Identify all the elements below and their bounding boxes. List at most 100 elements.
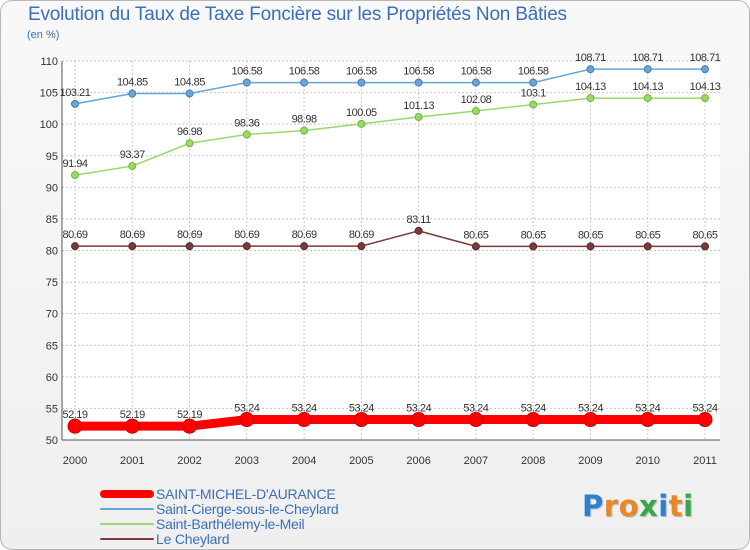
data-label: 108.71 [690, 52, 721, 64]
legend-label: SAINT-MICHEL-D'AURANCE [156, 485, 336, 502]
data-label: 80.69 [349, 229, 374, 241]
legend-label: Le Cheylard [156, 530, 230, 547]
data-point [468, 412, 484, 428]
y-tick-label: 110 [40, 56, 58, 68]
data-label: 80.69 [292, 229, 317, 241]
data-label: 53.24 [521, 403, 546, 415]
x-tick-label: 2006 [406, 455, 430, 467]
x-tick-label: 2008 [521, 455, 545, 467]
data-point [67, 418, 83, 434]
x-tick-label: 2011 [693, 455, 717, 467]
logo-letter: o [618, 489, 640, 523]
legend-label: Saint-Barthélemy-le-Meil [156, 515, 305, 532]
legend-swatch [100, 507, 154, 510]
data-point [643, 242, 652, 251]
x-tick-label: 2000 [63, 455, 87, 467]
data-label: 80.65 [635, 229, 660, 241]
x-tick-label: 2005 [349, 455, 373, 467]
data-point [586, 65, 595, 74]
data-label: 80.69 [177, 229, 202, 241]
series-line-3 [74, 230, 706, 248]
legend-item: SAINT-MICHEL-D'AURANCE [100, 485, 339, 502]
data-label: 106.58 [461, 66, 492, 78]
legend-swatch [100, 537, 154, 540]
data-point [411, 412, 427, 428]
data-label: 106.58 [346, 66, 377, 78]
data-label: 106.58 [403, 66, 434, 78]
data-label: 100.05 [346, 107, 377, 119]
data-label: 80.69 [120, 229, 145, 241]
logo-letter: P [582, 489, 604, 523]
data-label: 80.65 [578, 229, 603, 241]
data-point [182, 418, 198, 434]
y-tick-label: 60 [46, 372, 58, 384]
data-point [300, 126, 309, 135]
logo-letter: t [668, 489, 684, 523]
data-point [357, 78, 366, 87]
chart-title: Evolution du Taux de Taxe Foncière sur l… [28, 4, 567, 25]
data-label: 83.11 [407, 214, 432, 226]
data-label: 53.24 [234, 403, 259, 415]
data-label: 80.65 [463, 229, 488, 241]
series-line-2 [74, 97, 706, 176]
data-point [414, 113, 423, 122]
data-label: 108.71 [575, 52, 606, 64]
data-point [643, 94, 652, 103]
legend-item: Saint-Cierge-sous-le-Cheylard [100, 501, 339, 517]
logo-letter: x [639, 489, 659, 523]
data-label: 106.58 [289, 66, 320, 78]
data-label: 53.24 [463, 403, 488, 415]
y-tick-label: 55 [46, 403, 58, 415]
data-point [353, 412, 369, 428]
data-label: 53.24 [692, 403, 717, 415]
data-point [529, 242, 538, 251]
y-tick-label: 65 [46, 340, 58, 352]
data-label: 80.69 [234, 229, 259, 241]
data-label: 53.24 [635, 403, 660, 415]
data-label: 98.98 [292, 114, 317, 126]
data-point [471, 107, 480, 116]
data-point [582, 412, 598, 428]
data-label: 52.19 [62, 409, 87, 421]
data-point [701, 242, 709, 251]
data-label: 93.37 [120, 149, 145, 161]
data-point [701, 94, 709, 103]
data-point [128, 89, 137, 98]
logo-letter: i [683, 489, 694, 523]
data-label: 52.19 [120, 409, 145, 421]
data-label: 52.19 [177, 409, 202, 421]
data-label: 104.13 [690, 81, 721, 93]
data-label: 96.98 [177, 126, 202, 138]
x-tick-label: 2009 [578, 455, 602, 467]
legend-swatch [100, 522, 154, 525]
data-label: 104.85 [117, 77, 148, 89]
series-line-1 [74, 68, 706, 105]
chart-subtitle: (en %) [27, 29, 60, 41]
data-point [640, 412, 656, 428]
data-label: 53.24 [349, 403, 374, 415]
data-label: 106.58 [518, 66, 549, 78]
y-tick-label: 100 [40, 119, 58, 131]
x-tick-label: 2007 [464, 455, 488, 467]
data-label: 98.36 [234, 118, 259, 130]
series-line-0 [70, 415, 710, 431]
y-tick-label: 75 [46, 277, 58, 289]
data-point [71, 99, 79, 108]
y-tick-label: 90 [46, 182, 58, 194]
data-point [471, 78, 480, 87]
data-label: 104.85 [174, 77, 205, 89]
data-point [471, 242, 480, 251]
data-label: 106.58 [231, 66, 262, 78]
data-point [185, 89, 194, 98]
data-point [529, 78, 538, 87]
data-point [128, 162, 137, 171]
data-label: 80.69 [62, 229, 87, 241]
data-point [239, 412, 255, 428]
data-point [643, 65, 652, 74]
data-point [296, 412, 312, 428]
logo-letter: i [658, 489, 669, 523]
y-tick-label: 85 [46, 214, 58, 226]
data-point [242, 242, 251, 251]
logo-letter: r [603, 489, 619, 523]
data-point [586, 242, 595, 251]
